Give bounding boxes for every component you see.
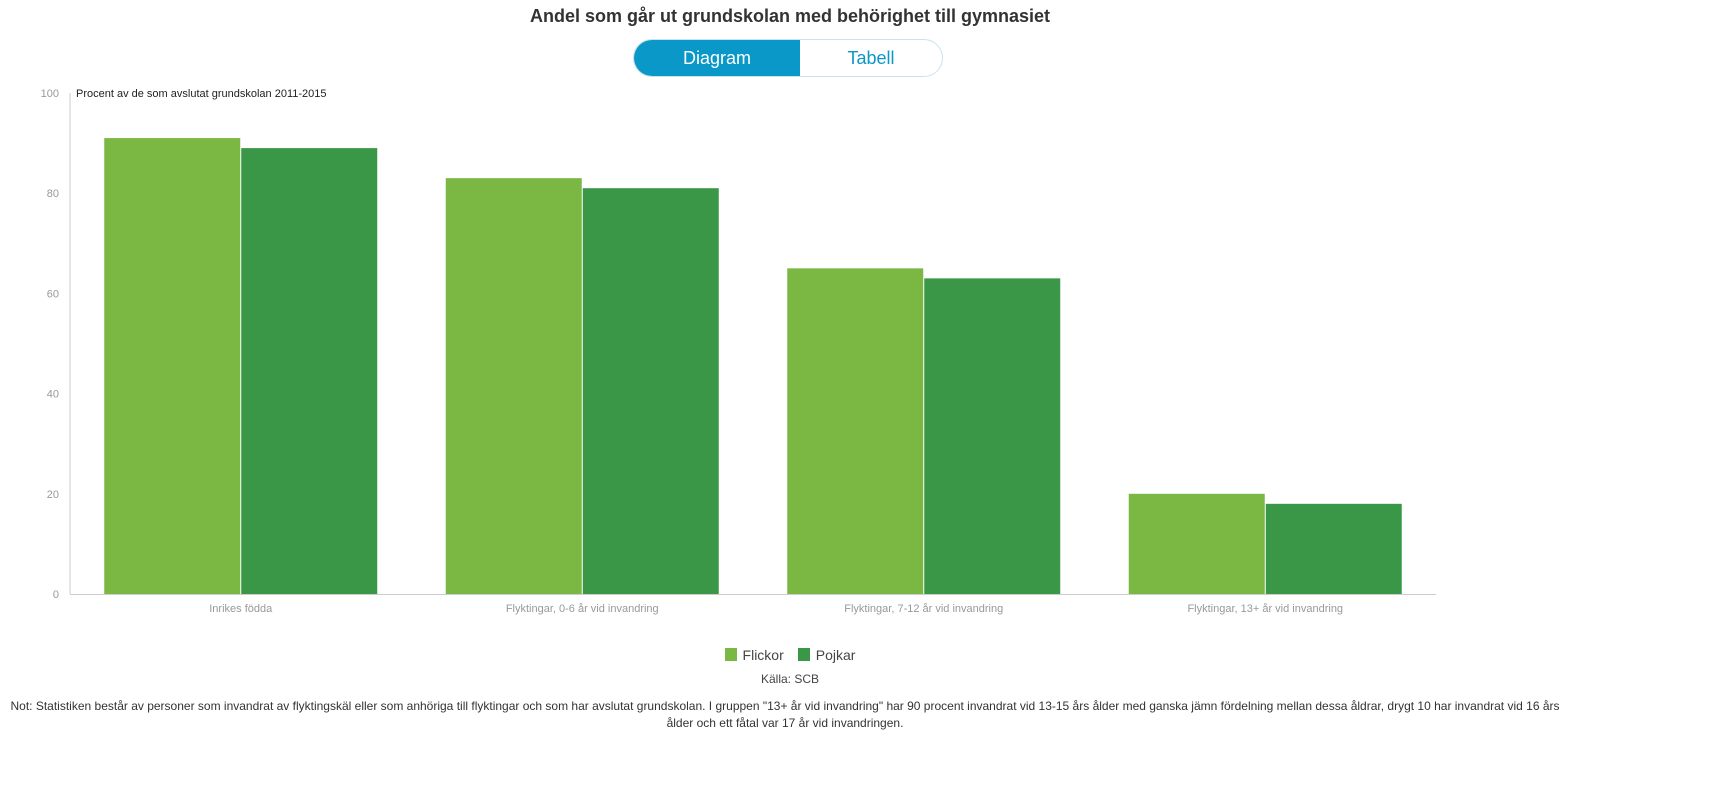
bar-pojkar — [582, 188, 719, 594]
bar-flickor — [787, 268, 924, 594]
legend-swatch — [724, 648, 737, 661]
x-tick-label: Flyktingar, 13+ år vid invandring — [1187, 603, 1343, 615]
bar-pojkar — [924, 278, 1061, 594]
legend-label: Flickor — [742, 647, 784, 663]
y-tick-label: 0 — [53, 589, 59, 601]
y-axis-label: Procent av de som avslutat grundskolan 2… — [76, 88, 327, 100]
bar-chart: 0 20 40 60 80 100 Procent av de som avslutat g… — [41, 88, 1436, 615]
x-tick-label: Inrikes födda — [209, 603, 273, 615]
y-tick-label: 100 — [41, 88, 59, 100]
legend-label: Pojkar — [815, 647, 856, 663]
bar-flickor — [1128, 493, 1265, 594]
source-text: Källa: SCB — [760, 672, 820, 686]
legend-item-pojkar[interactable]: Pojkar — [797, 647, 856, 663]
bar-flickor — [445, 178, 582, 595]
legend: Flickor Pojkar — [0, 647, 1580, 663]
bar-pojkar — [241, 148, 378, 595]
y-tick-label: 40 — [47, 389, 59, 401]
legend-swatch — [797, 648, 810, 661]
bar-flickor — [104, 138, 241, 594]
y-tick-label: 20 — [47, 489, 59, 501]
y-tick-label: 60 — [47, 288, 59, 300]
tab-table[interactable]: Tabell — [847, 47, 895, 68]
bar-pojkar — [1265, 503, 1402, 594]
y-tick-label: 80 — [47, 188, 59, 200]
footnote: Not: Statistiken består av personer som … — [10, 699, 1560, 730]
legend-item-flickor[interactable]: Flickor — [724, 647, 784, 663]
x-tick-label: Flyktingar, 7-12 år vid invandring — [844, 603, 1003, 615]
tab-diagram[interactable]: Diagram — [634, 40, 800, 76]
view-toggle: Diagram Tabell — [633, 39, 943, 77]
chart-title: Andel som går ut grundskolan med behörig… — [529, 6, 1051, 26]
x-tick-label: Flyktingar, 0-6 år vid invandring — [506, 603, 659, 615]
